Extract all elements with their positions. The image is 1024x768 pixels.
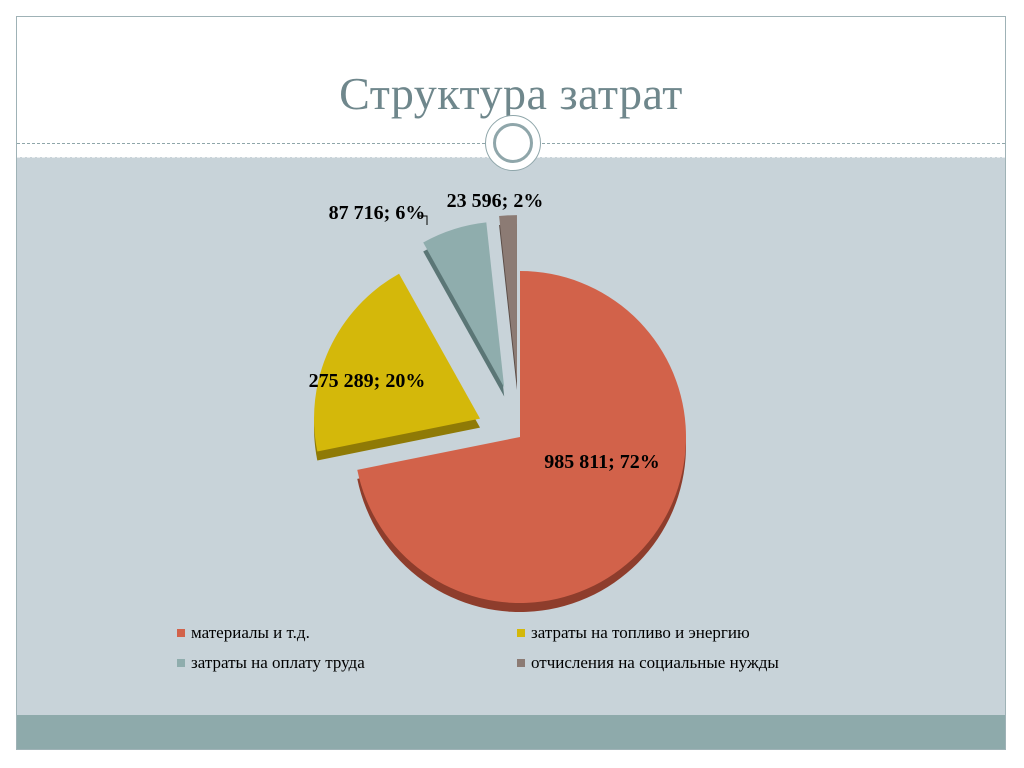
legend-swatch bbox=[517, 659, 525, 667]
legend-item-labor: затраты на оплату труда bbox=[177, 653, 365, 673]
legend-swatch bbox=[177, 659, 185, 667]
slide: Структура затрат 985 811; 72% 275 289; 20… bbox=[16, 16, 1006, 750]
pie-slice-face bbox=[423, 222, 505, 388]
legend-swatch bbox=[517, 629, 525, 637]
legend-item-materials: материалы и т.д. bbox=[177, 623, 310, 643]
legend-item-fuel-energy: затраты на топливо и энергию bbox=[517, 623, 750, 643]
pie-slice-face bbox=[314, 273, 481, 452]
legend-label: затраты на топливо и энергию bbox=[531, 623, 750, 642]
pie-slice-fuel-energy bbox=[314, 273, 481, 461]
circle-ornament-icon bbox=[485, 115, 541, 171]
footer-band bbox=[17, 715, 1005, 749]
legend-label: отчисления на социальные нужды bbox=[531, 653, 779, 672]
data-label-labor: 87 716; 6% bbox=[329, 202, 426, 224]
data-label-materials: 985 811; 72% bbox=[544, 451, 660, 473]
label-leader-line bbox=[419, 215, 428, 225]
slide-title: Структура затрат bbox=[339, 68, 683, 119]
pie-slice-materials bbox=[357, 271, 686, 612]
legend-label: затраты на оплату труда bbox=[191, 653, 365, 672]
circle-ornament-inner bbox=[493, 123, 533, 163]
pie-slice-social bbox=[499, 215, 517, 391]
legend-label: материалы и т.д. bbox=[191, 623, 310, 642]
data-label-fuel-energy: 275 289; 20% bbox=[309, 370, 426, 392]
data-label-social: 23 596; 2% bbox=[447, 190, 544, 212]
legend-swatch bbox=[177, 629, 185, 637]
pie-slice-face bbox=[499, 215, 517, 382]
pie-slice-face bbox=[357, 271, 686, 603]
pie-chart: 985 811; 72% 275 289; 20% 87 716; 6% 23 596… bbox=[309, 190, 686, 612]
legend-item-social: отчисления на социальные нужды bbox=[517, 653, 779, 673]
pie-slice-labor bbox=[423, 222, 505, 397]
